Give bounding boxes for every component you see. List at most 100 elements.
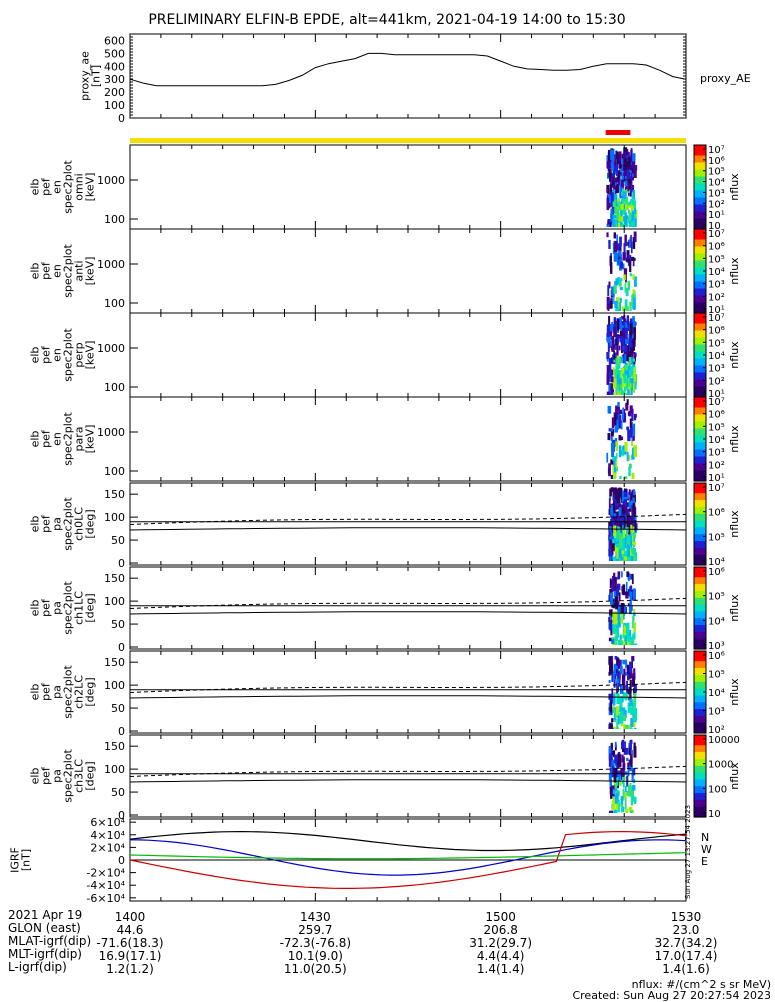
- spectrogram-cell: [622, 764, 624, 776]
- colorbar-segment: [694, 504, 706, 508]
- colorbar-label-group: nflux: [728, 594, 741, 622]
- spectrogram-cell: [610, 701, 612, 713]
- colorbar-segment: [694, 695, 706, 699]
- spectrogram-cell: [609, 621, 612, 630]
- spectrogram-cell: [619, 421, 621, 424]
- colorbar-segment: [694, 163, 706, 167]
- spectrogram-cell: [633, 359, 635, 362]
- spectrogram-cell: [610, 150, 613, 161]
- footer-value-r3-c0: 16.9(17.1): [99, 949, 162, 963]
- spectrogram-cell: [608, 463, 611, 476]
- spectrogram-cell: [612, 178, 615, 186]
- colorbar-segment: [694, 341, 706, 345]
- colorbar-segment: [694, 250, 706, 254]
- igrf-stamp: Sun Aug 27 13:27:54 2023: [684, 805, 692, 899]
- spectrogram-cell: [625, 591, 629, 594]
- spectrogram-cell: [616, 693, 619, 704]
- spectrogram-cell: [633, 258, 636, 261]
- colorbar-segment: [694, 726, 706, 730]
- footer-value-r0-c1: 1430: [300, 910, 331, 924]
- colorbar-label: nflux: [728, 425, 741, 453]
- spectrogram-cell: [607, 225, 609, 227]
- colorbar-tick-label: 10⁵: [708, 670, 725, 681]
- spectrogram-cell: [624, 442, 627, 452]
- ae-panel-frame: [130, 34, 686, 118]
- spectrogram-cell: [612, 457, 615, 460]
- colorbar-tick-label: 10: [708, 809, 721, 820]
- footer-value-r2-c1: -72.3(-76.8): [280, 936, 351, 950]
- spectrogram-cell: [606, 352, 609, 359]
- spectrogram-cell: [616, 345, 618, 353]
- spectrogram-cell: [608, 316, 610, 326]
- colorbar-segment: [694, 551, 706, 555]
- spectrogram-cell: [622, 539, 625, 551]
- axis-label-line: [keV]: [84, 341, 97, 370]
- colorbar-tick-label: 10⁵: [708, 532, 725, 543]
- spectrogram-cell: [630, 273, 632, 276]
- colorbar-label-group: nflux: [728, 678, 741, 706]
- loss-cone-line: [130, 612, 686, 614]
- colorbar-segment: [694, 635, 706, 639]
- energy-ytick-label: 1000: [97, 426, 125, 439]
- colorbar-segment: [694, 212, 706, 216]
- colorbar-segment: [694, 692, 706, 696]
- colorbar-segment: [694, 709, 706, 713]
- energy-panel-frame-0: [130, 145, 686, 229]
- spectrogram-cell: [616, 588, 619, 596]
- spectrogram-cell: [621, 603, 624, 613]
- colorbar-segment: [694, 665, 706, 669]
- spectrogram-cell: [625, 725, 628, 729]
- colorbar-segment: [694, 240, 706, 244]
- energy-spectrogram-0: [606, 147, 637, 227]
- spectrogram-cell: [628, 687, 630, 694]
- colorbar-tick-label: 10⁵: [708, 254, 725, 265]
- spectrogram-cell: [609, 680, 611, 683]
- spectrogram-cell: [624, 741, 626, 754]
- spectrogram-cell: [616, 531, 618, 541]
- footer-value-r1-c2: 206.8: [483, 923, 517, 937]
- spectrogram-cell: [613, 473, 616, 478]
- axis-label-line: [deg]: [84, 677, 97, 706]
- spectrogram-cell: [609, 301, 612, 307]
- pitch-ytick-label: 150: [104, 572, 125, 585]
- spectrogram-cell: [629, 556, 631, 561]
- spectrogram-cell: [633, 503, 636, 516]
- pitch-panel-frame-3: [130, 735, 686, 817]
- footer-value-r3-c2: 4.4(4.4): [477, 949, 525, 963]
- spectrogram-cell: [630, 728, 633, 729]
- colorbar-segment: [694, 591, 706, 595]
- spectrogram-cell: [609, 393, 613, 395]
- spectrogram-cell: [618, 223, 620, 227]
- colorbar-segment: [694, 742, 706, 746]
- spectrogram-cell: [633, 297, 635, 310]
- spectrogram-cell: [613, 525, 616, 537]
- igrf-e-line: [130, 853, 686, 859]
- axis-label-line: [deg]: [84, 593, 97, 622]
- colorbar-segment: [694, 215, 706, 219]
- colorbar-segment: [694, 807, 706, 811]
- ae-ytick-label: 600: [104, 34, 125, 47]
- colorbar-segment: [694, 493, 706, 497]
- colorbar-segment: [694, 471, 706, 475]
- spectrogram-cell: [624, 344, 627, 352]
- spectrogram-cell: [609, 169, 611, 182]
- colorbar-segment: [694, 243, 706, 247]
- spectrogram-cell: [612, 766, 614, 774]
- spectrogram-cell: [619, 435, 622, 441]
- anti-loss-cone-line: [130, 766, 686, 776]
- spectrogram-cell: [625, 283, 627, 293]
- colorbar-segment: [694, 545, 706, 549]
- chart-title: PRELIMINARY ELFIN-B EPDE, alt=441km, 202…: [148, 12, 625, 28]
- spectrogram-cell: [612, 800, 615, 811]
- spectrogram-cell: [611, 757, 613, 760]
- spectrogram-cell: [611, 559, 613, 561]
- colorbar-tick-label: 10¹: [708, 210, 725, 221]
- spectrogram-cell: [607, 161, 609, 169]
- colorbar-segment: [694, 702, 706, 706]
- pitch-ytick-label: 100: [104, 595, 125, 608]
- pitch-ytick-label: 150: [104, 656, 125, 669]
- colorbar-label-group: nflux: [728, 173, 741, 201]
- spectrogram-cell: [622, 584, 625, 595]
- colorbar-segment: [694, 348, 706, 352]
